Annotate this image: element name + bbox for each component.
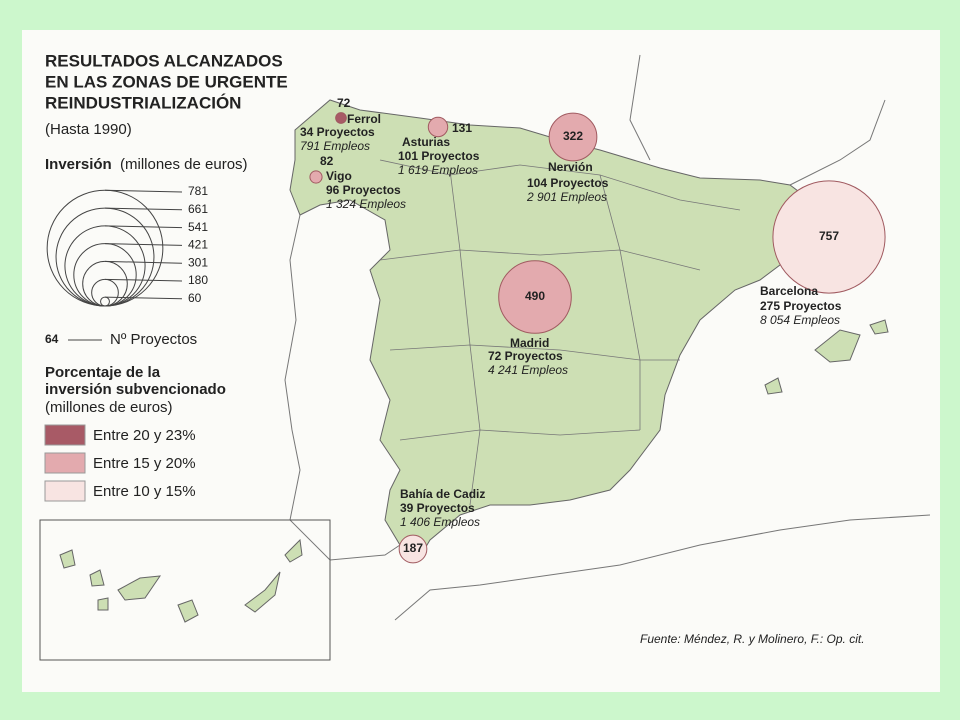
zone-projects: 101 Proyectos <box>398 149 480 163</box>
legend-swatch <box>44 452 86 474</box>
legend-unit: (millones de euros) <box>120 156 248 173</box>
legend-size-label: 301 <box>188 255 208 269</box>
zone-projects: 34 Proyectos <box>300 125 375 139</box>
investment-label: 82 <box>320 154 334 168</box>
zone-projects: 275 Proyectos <box>760 299 842 313</box>
title-line: EN LAS ZONAS DE URGENTE <box>45 72 288 91</box>
leader-line <box>104 225 183 229</box>
portugal-outline <box>284 214 401 561</box>
projects-sample: 64 <box>45 332 59 346</box>
zone-jobs: 791 Empleos <box>300 139 370 153</box>
legend-unit: (millones de euros) <box>45 399 173 416</box>
zone-name: Ferrol <box>347 112 381 126</box>
spain <box>289 99 831 561</box>
legend-label: Entre 20 y 23% <box>93 427 196 444</box>
investment-label: 322 <box>563 129 583 143</box>
investment-label: 187 <box>403 541 423 555</box>
leader-line <box>104 189 183 193</box>
investment-label: 131 <box>452 121 472 135</box>
title-line: RESULTADOS ALCANZADOS <box>45 51 283 70</box>
investment-circle <box>548 112 598 162</box>
zone-projects: 104 Proyectos <box>527 176 609 190</box>
zone-name: Vigo <box>326 169 352 183</box>
zone-name: Nervión <box>548 160 593 174</box>
investment-circle <box>309 170 323 184</box>
leader-line <box>104 260 183 264</box>
legend-label: Entre 15 y 20% <box>93 455 196 472</box>
investment-circle <box>398 534 428 564</box>
canary-inset <box>39 519 331 661</box>
zone-jobs: 1 619 Empleos <box>398 163 478 177</box>
zone-name: Bahía de Cadiz <box>400 487 485 501</box>
zone-jobs: 8 054 Empleos <box>760 313 840 327</box>
legend-swatch <box>44 480 86 502</box>
legend-size-label: 661 <box>188 202 208 216</box>
legend-size-label: 60 <box>188 291 202 305</box>
legend-size-label: 541 <box>188 220 208 234</box>
legend-size-label: 180 <box>188 273 208 287</box>
investment-label: 757 <box>819 229 839 243</box>
leader-line <box>104 207 183 211</box>
leader-line <box>104 243 183 246</box>
zone-projects: 39 Proyectos <box>400 501 475 515</box>
investment-label: 72 <box>337 96 351 110</box>
africa-coast <box>394 514 931 621</box>
zone-jobs: 2 901 Empleos <box>526 190 607 204</box>
legend-title: Inversión <box>45 156 112 173</box>
leader-line <box>104 278 183 282</box>
source: Fuente: Méndez, R. y Molinero, F.: Op. c… <box>640 632 865 646</box>
zone-name: Asturias <box>402 135 450 149</box>
regions <box>379 159 741 506</box>
investment-circle <box>335 112 347 124</box>
legend-swatch <box>44 424 86 446</box>
zone-jobs: 4 241 Empleos <box>488 363 568 377</box>
canary-islands <box>59 538 303 623</box>
zone-name: Barcelona <box>760 284 818 298</box>
investment-circle <box>772 180 886 294</box>
investment-circle <box>427 116 449 138</box>
subtitle: (Hasta 1990) <box>45 121 132 138</box>
projects-label: Nº Proyectos <box>110 331 197 348</box>
legend-title: inversión subvencionado <box>45 381 226 398</box>
zone-projects: 96 Proyectos <box>326 183 401 197</box>
france-coast <box>629 54 651 161</box>
title-line: REINDUSTRIALIZACIÓN <box>45 93 241 112</box>
zone-name: Madrid <box>510 336 549 350</box>
zone-jobs: 1 324 Empleos <box>326 197 406 211</box>
zone-jobs: 1 406 Empleos <box>400 515 480 529</box>
leader-line <box>104 296 183 300</box>
investment-circle <box>498 260 572 334</box>
legend-size-label: 421 <box>188 238 208 252</box>
legend-title: Porcentaje de la <box>45 364 161 381</box>
france-coast <box>789 99 886 186</box>
zone-projects: 72 Proyectos <box>488 349 563 363</box>
legend-circle <box>100 296 110 307</box>
balearic-islands <box>764 319 889 395</box>
investment-label: 490 <box>525 289 545 303</box>
legend-size-label: 781 <box>188 184 208 198</box>
legend-label: Entre 10 y 15% <box>93 483 196 500</box>
